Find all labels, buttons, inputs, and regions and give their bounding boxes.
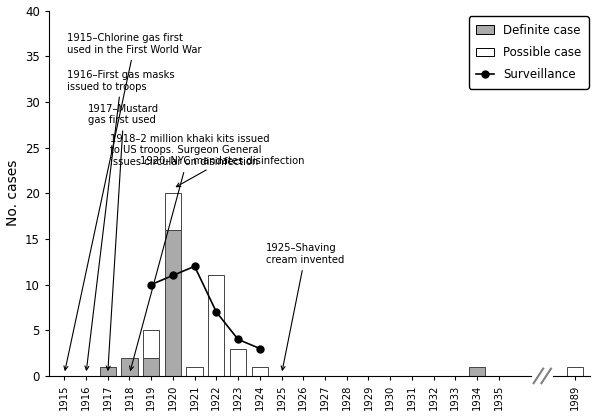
Bar	[208, 275, 224, 376]
Text: 1920–NYC mandates disinfection: 1920–NYC mandates disinfection	[140, 156, 305, 187]
Bar	[143, 358, 159, 376]
Bar	[567, 367, 583, 376]
Bar	[165, 193, 181, 230]
Bar	[121, 358, 137, 376]
Y-axis label: No. cases: No. cases	[5, 160, 20, 226]
Bar	[230, 349, 246, 376]
Bar	[469, 367, 485, 376]
Text: 1917–Mustard
gas first used: 1917–Mustard gas first used	[88, 104, 159, 370]
Legend: Definite case, Possible case, Surveillance: Definite case, Possible case, Surveillan…	[469, 17, 589, 89]
Text: 1916–First gas masks
issued to troops: 1916–First gas masks issued to troops	[67, 70, 175, 370]
Bar	[165, 230, 181, 376]
Bar	[100, 367, 116, 376]
Bar	[143, 330, 159, 358]
Bar	[187, 367, 203, 376]
Text: 1915–Chlorine gas first
used in the First World War: 1915–Chlorine gas first used in the Firs…	[64, 33, 202, 370]
Text: 1925–Shaving
cream invented: 1925–Shaving cream invented	[266, 243, 344, 370]
Text: 1918–2 million khaki kits issued
to US troops. Surgeon General
issues circular o: 1918–2 million khaki kits issued to US t…	[110, 134, 269, 370]
Bar	[251, 367, 268, 376]
